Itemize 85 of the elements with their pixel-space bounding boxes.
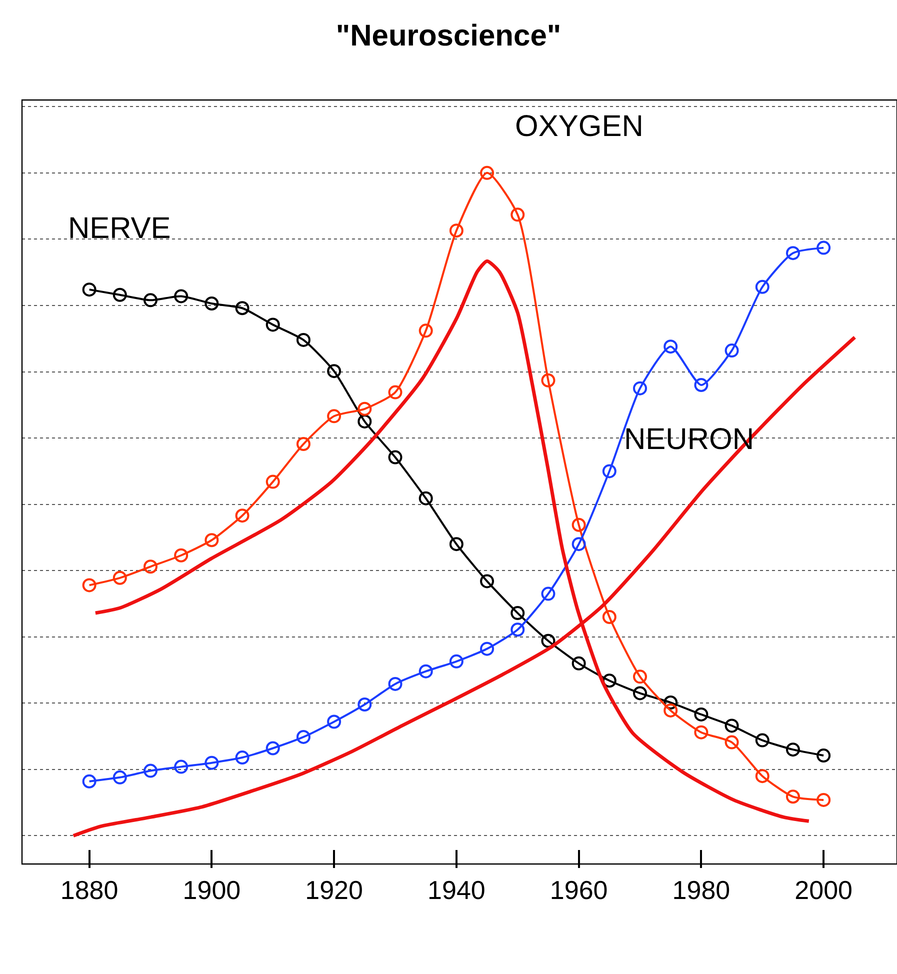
point — [296, 730, 310, 744]
point — [388, 450, 402, 464]
chart-title: "Neuroscience" — [336, 19, 562, 52]
point — [541, 373, 556, 388]
point — [724, 344, 739, 358]
point — [694, 725, 708, 740]
point — [296, 437, 310, 452]
point — [449, 537, 464, 552]
point — [786, 742, 800, 757]
point — [449, 654, 464, 668]
series-label: OXYGEN — [515, 110, 644, 143]
point — [358, 698, 372, 712]
point — [388, 676, 402, 691]
point — [724, 735, 739, 750]
point — [235, 508, 250, 523]
point — [327, 409, 342, 424]
point — [174, 289, 188, 304]
point — [266, 474, 280, 489]
point — [602, 610, 616, 624]
point — [755, 733, 770, 748]
point — [204, 296, 219, 310]
point — [327, 364, 342, 378]
point — [235, 750, 250, 765]
point — [112, 288, 127, 302]
point — [418, 664, 433, 678]
point — [204, 533, 219, 548]
point — [266, 741, 280, 756]
point — [144, 764, 158, 778]
point — [541, 586, 556, 601]
point — [572, 518, 586, 532]
point — [694, 707, 708, 722]
point — [633, 686, 648, 700]
point — [204, 756, 219, 770]
point — [82, 282, 96, 297]
point — [358, 402, 372, 416]
point — [418, 491, 433, 506]
point — [480, 166, 494, 180]
point — [174, 548, 188, 562]
point — [664, 340, 678, 354]
point — [296, 332, 310, 347]
x-tick-label: 1980 — [672, 875, 730, 906]
point — [266, 318, 280, 332]
point — [633, 381, 648, 396]
x-tick-label: 1880 — [60, 875, 118, 906]
point — [510, 208, 525, 222]
x-tick-label: 1900 — [182, 875, 241, 906]
point — [112, 570, 127, 585]
point — [541, 634, 556, 648]
point — [418, 324, 433, 338]
point — [510, 606, 525, 620]
point — [755, 769, 770, 784]
x-tick-label: 1960 — [550, 875, 608, 906]
point — [449, 224, 464, 238]
point — [572, 537, 586, 552]
point — [174, 760, 188, 774]
point — [388, 385, 402, 400]
point — [572, 656, 586, 670]
point — [786, 790, 800, 804]
point — [786, 246, 800, 260]
point — [480, 574, 494, 588]
point — [724, 718, 739, 733]
point — [82, 578, 96, 592]
x-tick-label: 1940 — [428, 875, 486, 906]
point — [480, 642, 494, 656]
point — [327, 714, 342, 729]
x-tick-label: 2000 — [794, 875, 852, 906]
point — [144, 293, 158, 308]
point — [358, 414, 372, 428]
point — [633, 670, 648, 684]
series-label: NERVE — [68, 212, 171, 245]
point — [664, 696, 678, 710]
point — [755, 280, 770, 294]
point — [235, 301, 250, 316]
point — [602, 674, 616, 688]
point — [144, 560, 158, 574]
point — [694, 378, 708, 392]
point — [816, 240, 831, 255]
point — [82, 774, 96, 788]
point — [510, 622, 525, 637]
point — [602, 464, 616, 478]
point — [664, 703, 678, 718]
point — [816, 748, 831, 763]
point — [816, 792, 831, 807]
x-tick-label: 1920 — [305, 875, 363, 906]
point — [112, 770, 127, 784]
